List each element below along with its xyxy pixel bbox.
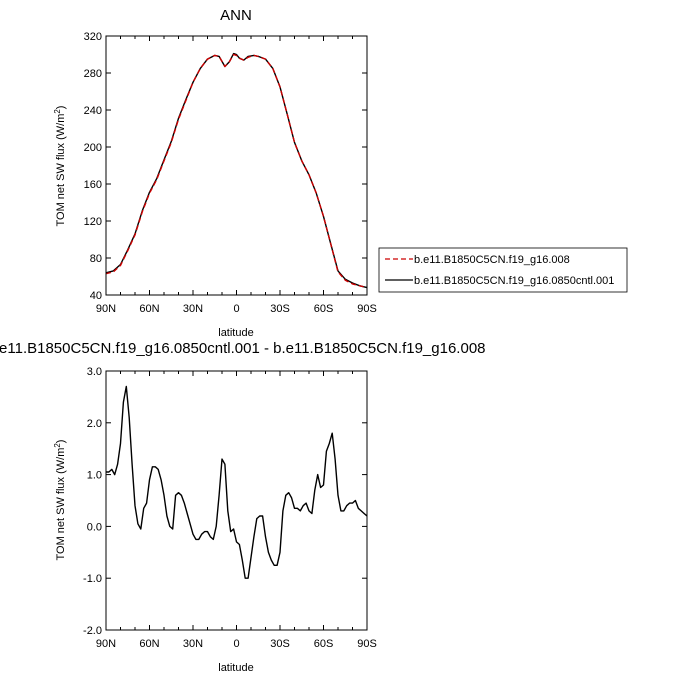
top-series-line-1 bbox=[105, 53, 368, 289]
legend-box bbox=[378, 247, 628, 293]
bottom-x-tick-label-1: 60N bbox=[139, 638, 159, 650]
bottom-chart-title: b.e11.B1850C5CN.f19_g16.0850cntl.001 - b… bbox=[0, 340, 485, 357]
bottom-x-axis: 90N 60N 30N 0 30S 60S 90S bbox=[96, 371, 377, 650]
bottom-y-axis-label-sup: 2 bbox=[53, 443, 62, 448]
top-y-tick-label-0: 40 bbox=[90, 290, 102, 302]
top-series-lines bbox=[105, 52, 368, 289]
top-x-tick-label-6: 90S bbox=[357, 303, 377, 315]
bottom-y-tick-label-0: -2.0 bbox=[83, 625, 102, 637]
bottom-x-tick-label-0: 90N bbox=[96, 638, 116, 650]
bottom-y-tick-label-4: 2.0 bbox=[87, 418, 102, 430]
top-x-axis: 90N 60N 30N 0 30S 60S 90S bbox=[96, 36, 377, 315]
bottom-x-tick-label-6: 90S bbox=[357, 638, 377, 650]
bottom-x-tick-label-2: 30N bbox=[183, 638, 203, 650]
top-plot-frame bbox=[105, 35, 368, 296]
top-y-tick-label-6: 280 bbox=[84, 68, 102, 80]
bottom-y-tick-label-1: -1.0 bbox=[83, 573, 102, 585]
legend: b.e11.B1850C5CN.f19_g16.008 b.e11.B1850C… bbox=[378, 247, 628, 293]
top-x-tick-label-3: 0 bbox=[233, 303, 239, 315]
bottom-series-line-1 bbox=[106, 385, 368, 579]
top-panel: ANN 40 80 120 160 200 240 280 320 90N 60N 30N 0 30S… bbox=[53, 7, 628, 339]
bottom-y-tick-label-5: 3.0 bbox=[87, 366, 102, 378]
bottom-x-tick-label-5: 60S bbox=[314, 638, 334, 650]
bottom-x-axis-label: latitude bbox=[218, 662, 253, 674]
legend-label-series-2: b.e11.B1850C5CN.f19_g16.0850cntl.001 bbox=[414, 275, 614, 287]
bottom-y-axis-label-end: ) bbox=[55, 440, 67, 444]
top-x-tick-label-5: 60S bbox=[314, 303, 334, 315]
bottom-panel: b.e11.B1850C5CN.f19_g16.0850cntl.001 - b… bbox=[0, 340, 485, 674]
top-y-axis: 40 80 120 160 200 240 280 320 bbox=[84, 31, 367, 302]
bottom-x-tick-label-4: 30S bbox=[270, 638, 290, 650]
top-y-axis-label-sup: 2 bbox=[53, 109, 62, 114]
bottom-y-tick-label-3: 1.0 bbox=[87, 470, 102, 482]
bottom-y-axis: -2.0 -1.0 0.0 1.0 2.0 3.0 bbox=[83, 366, 367, 637]
top-series-line-2 bbox=[105, 52, 368, 289]
top-y-tick-label-3: 160 bbox=[84, 179, 102, 191]
bottom-series-lines bbox=[106, 385, 368, 579]
top-y-axis-label-main: TOM net SW flux (W/m bbox=[55, 114, 67, 227]
top-chart-title: ANN bbox=[220, 7, 252, 24]
top-x-tick-label-0: 90N bbox=[96, 303, 116, 315]
top-x-tick-label-1: 60N bbox=[139, 303, 159, 315]
top-y-tick-label-4: 200 bbox=[84, 142, 102, 154]
legend-label-series-1: b.e11.B1850C5CN.f19_g16.008 bbox=[414, 254, 570, 266]
bottom-y-tick-label-2: 0.0 bbox=[87, 521, 102, 533]
bottom-y-axis-label: TOM net SW flux (W/m2) bbox=[53, 440, 67, 561]
top-y-tick-label-2: 120 bbox=[84, 216, 102, 228]
top-x-tick-label-2: 30N bbox=[183, 303, 203, 315]
top-x-tick-label-4: 30S bbox=[270, 303, 290, 315]
top-y-axis-label-end: ) bbox=[55, 106, 67, 110]
bottom-y-axis-label-main: TOM net SW flux (W/m bbox=[55, 448, 67, 561]
top-y-axis-label: TOM net SW flux (W/m2) bbox=[53, 106, 67, 227]
top-y-tick-label-5: 240 bbox=[84, 105, 102, 117]
top-y-tick-label-7: 320 bbox=[84, 31, 102, 43]
bottom-x-tick-label-3: 0 bbox=[233, 638, 239, 650]
top-x-axis-label: latitude bbox=[218, 327, 253, 339]
bottom-plot-frame bbox=[105, 370, 368, 631]
top-y-tick-label-1: 80 bbox=[90, 253, 102, 265]
